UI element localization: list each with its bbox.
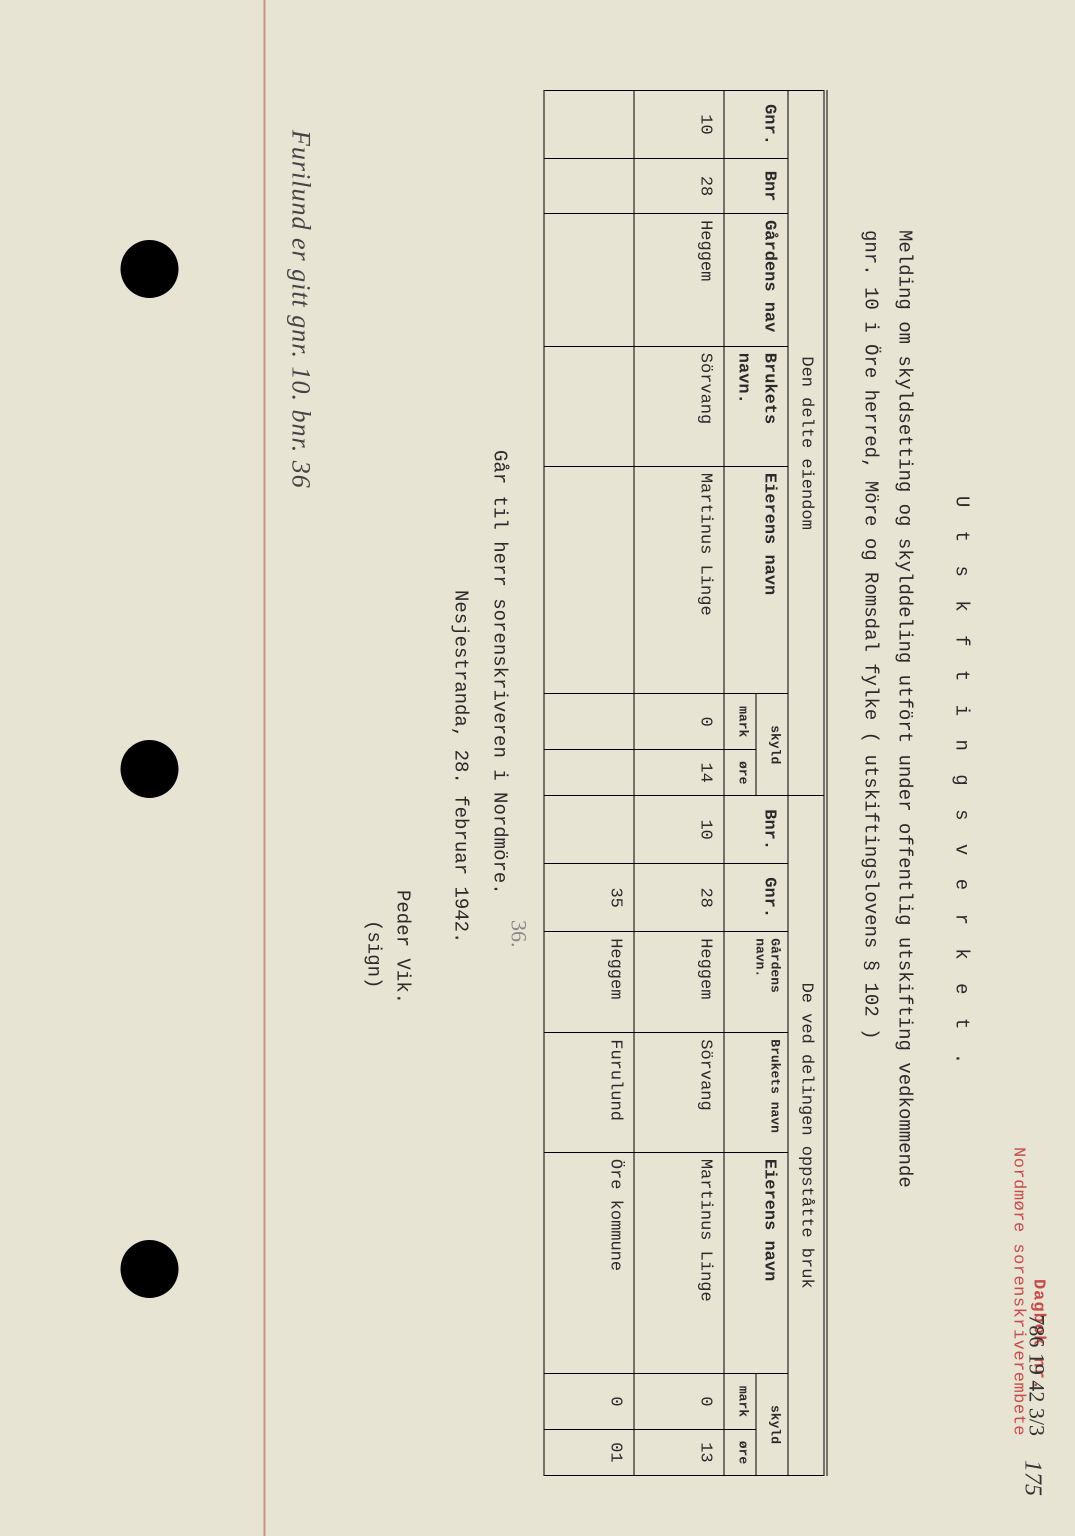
col-mark2: mark [724, 1374, 756, 1430]
cell-bnr2: 10 [634, 796, 724, 864]
cell-brukets-navn2: Sörvang [634, 1033, 724, 1153]
col-eierens-navn2: Eierens navn [724, 1152, 788, 1373]
col-ore2: øre [724, 1429, 756, 1475]
cell-gardens-navn: Heggem [634, 214, 724, 347]
punch-hole [120, 740, 178, 798]
table-row: 10 28 Heggem Sörvang Martinus Linge 0 14… [634, 91, 724, 1476]
page-rotated: Dagbok nr. 786 19 42 3/3 Nordmøre sorens… [0, 0, 1075, 1536]
col-skyld2: skyld [756, 1374, 788, 1476]
cell-mark2: 0 [544, 1374, 634, 1430]
intro-line-1: Melding om skyldsetting og skylddeling u… [890, 230, 919, 1476]
punch-hole [120, 240, 178, 298]
office-stamp: Nordmøre sorenskriverembete [1008, 1147, 1027, 1436]
cell-gardens-navn [544, 214, 634, 347]
cell-ore [544, 750, 634, 796]
col-brukets-navn: Brukets navn. [724, 346, 788, 466]
col-gardens-navn: Gårdens nav [724, 214, 788, 347]
red-margin-line [263, 0, 265, 1536]
col-gardens-navn2: Gårdens navn. [724, 932, 788, 1033]
cell-brukets-navn [544, 346, 634, 466]
cell-eierens-navn2: Martinus Linge [634, 1152, 724, 1373]
cell-eierens-navn2: Öre kommune [544, 1152, 634, 1373]
col-brukets-navn2: Brukets navn [724, 1033, 788, 1153]
table-row: 35 Heggem Furulund Öre kommune 0 01 [544, 91, 634, 1476]
cell-gnr [544, 91, 634, 159]
sign-label: (sign) [359, 920, 388, 1476]
cell-brukets-navn: Sörvang [634, 346, 724, 466]
goes-to-line: Går til herr sorenskriveren i Nordmöre. [485, 450, 514, 1476]
page-number: 175 [1018, 1460, 1045, 1496]
cell-gardens-navn2: Heggem [634, 932, 724, 1033]
col-gnr: Gnr. [724, 91, 788, 159]
document-content: U t s k f t i n g s v e r k e t . Meldin… [359, 90, 975, 1476]
handwritten-note: Furilund er gitt gnr. 10. bnr. 36 [285, 130, 315, 489]
cell-bnr [544, 159, 634, 214]
cell-gnr2: 35 [544, 864, 634, 932]
cell-gardens-navn2: Heggem [544, 932, 634, 1033]
right-section-header: De ved delingen oppståtte bruk [788, 796, 826, 1476]
col-eierens-navn: Eierens navn [724, 466, 788, 693]
col-bnr2: Bnr. [724, 796, 788, 864]
col-skyld: skyld [756, 694, 788, 796]
cell-mark2: 0 [634, 1374, 724, 1430]
cell-bnr2 [544, 796, 634, 864]
punch-hole [120, 1240, 178, 1298]
place-date-line: Nesjestranda, 28. februar 1942. [446, 590, 475, 1476]
cell-ore: 14 [634, 750, 724, 796]
cell-ore2: 13 [634, 1429, 724, 1475]
cell-eierens-navn: Martinus Linge [634, 466, 724, 693]
cell-ore2: 01 [544, 1429, 634, 1475]
handwritten-36: 36. [502, 920, 535, 948]
cell-gnr: 10 [634, 91, 724, 159]
col-ore: øre [724, 750, 756, 796]
col-gnr2: Gnr. [724, 864, 788, 932]
document-title: U t s k f t i n g s v e r k e t . [947, 90, 976, 1476]
cell-mark [544, 694, 634, 750]
col-mark: mark [724, 694, 756, 750]
cell-brukets-navn2: Furulund [544, 1033, 634, 1153]
cell-gnr2: 28 [634, 864, 724, 932]
left-section-header: Den delte eiendom [788, 91, 826, 796]
cell-eierens-navn [544, 466, 634, 693]
col-bnr: Bnr [724, 159, 788, 214]
signatory-name: Peder Vik. [388, 890, 417, 1476]
cell-mark: 0 [634, 694, 724, 750]
cell-bnr: 28 [634, 159, 724, 214]
property-table: Den delte eiendom De ved delingen oppstå… [543, 90, 828, 1476]
intro-line-2: gnr. 10 i Öre herred, Möre og Romsdal fy… [856, 230, 885, 1476]
